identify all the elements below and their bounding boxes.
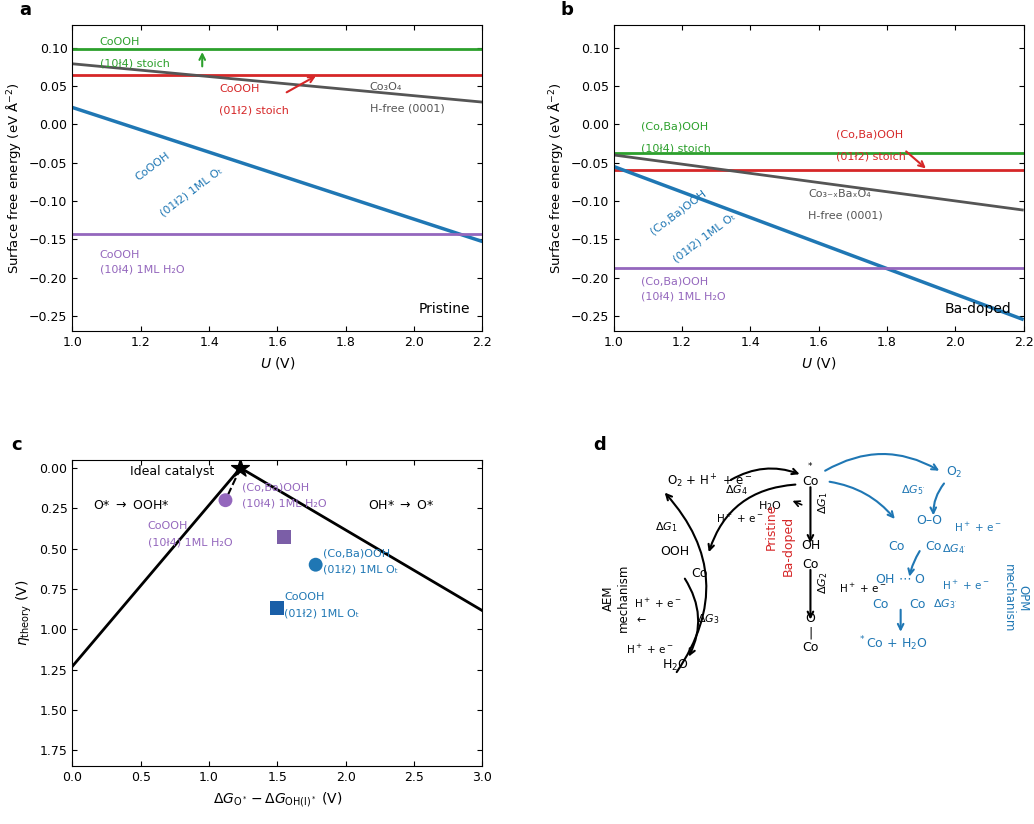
Text: CoOOH: CoOOH [219,84,260,94]
Text: Ba-doped: Ba-doped [782,516,794,576]
Text: $\Delta G_1$: $\Delta G_1$ [817,492,830,514]
Text: d: d [594,436,606,454]
Text: H$^+$ + e$^-$: H$^+$ + e$^-$ [954,521,1002,534]
Text: (01ł2) 1ML Oₜ: (01ł2) 1ML Oₜ [158,165,223,218]
Text: O–O: O–O [916,514,942,527]
Y-axis label: Surface free energy (eV Å$^{-2}$): Surface free energy (eV Å$^{-2}$) [546,82,565,274]
X-axis label: $U$ (V): $U$ (V) [260,354,296,371]
Text: b: b [560,1,573,19]
Text: (Co,Ba)OOH: (Co,Ba)OOH [323,549,390,559]
X-axis label: $U$ (V): $U$ (V) [800,354,837,371]
Point [217,494,234,507]
Text: Co: Co [909,597,925,611]
Text: CoOOH: CoOOH [99,250,140,260]
Text: $\Delta G_1$: $\Delta G_1$ [655,521,677,534]
Text: Co: Co [692,567,708,580]
Text: H-free (0001): H-free (0001) [370,104,445,114]
Text: Ba-doped: Ba-doped [945,302,1011,316]
Text: (Co,Ba)OOH: (Co,Ba)OOH [647,188,707,236]
Point [233,461,249,475]
Text: Co: Co [888,540,905,553]
Text: (10ł4) 1ML H₂O: (10ł4) 1ML H₂O [641,292,726,302]
Text: O$_2$ + H$^+$ + e$^-$: O$_2$ + H$^+$ + e$^-$ [667,473,753,490]
Text: (10ł4) 1ML H₂O: (10ł4) 1ML H₂O [148,537,233,547]
Text: CoOOH: CoOOH [148,521,188,531]
Text: Co: Co [872,597,888,611]
Text: Co: Co [802,558,819,571]
Text: H$_2$O: H$_2$O [662,658,689,672]
Text: $^*$Co + H$_2$O: $^*$Co + H$_2$O [857,634,927,653]
Y-axis label: $\eta_{\mathrm{theory}}$ (V): $\eta_{\mathrm{theory}}$ (V) [14,580,34,646]
Text: a: a [19,1,31,19]
Text: (Co,Ba)OOH: (Co,Ba)OOH [641,122,708,132]
Point [276,531,293,544]
Text: Ideal catalyst: Ideal catalyst [130,465,214,478]
Text: O: O [805,612,816,625]
Text: |: | [809,626,813,639]
Text: $\Delta G_{5'}$: $\Delta G_{5'}$ [901,484,925,498]
Text: (01ł2) stoich: (01ł2) stoich [219,105,290,115]
Text: c: c [11,436,22,454]
Text: H$^+$ + e$^-$: H$^+$ + e$^-$ [626,644,673,657]
Text: H$^+$ + e$^-$: H$^+$ + e$^-$ [717,512,764,525]
Text: OPM
mechanism: OPM mechanism [1002,564,1030,632]
Text: CoOOH: CoOOH [133,150,172,183]
Text: H$_2$O: H$_2$O [758,499,782,513]
Text: OOH: OOH [661,545,690,558]
Text: (10ł4) 1ML H₂O: (10ł4) 1ML H₂O [242,499,327,508]
Point [307,558,324,571]
Text: CoOOH: CoOOH [99,37,140,47]
Text: (Co,Ba)OOH: (Co,Ba)OOH [641,276,708,287]
Text: (10ł4) 1ML H₂O: (10ł4) 1ML H₂O [99,265,184,275]
X-axis label: $\Delta G_{\mathrm{O}^*} - \Delta G_{\mathrm{OH(l)}^*}$ (V): $\Delta G_{\mathrm{O}^*} - \Delta G_{\ma… [213,789,342,808]
Text: Co: Co [802,475,819,488]
Text: (Co,Ba)OOH: (Co,Ba)OOH [242,482,309,492]
Text: $\Delta G_4$: $\Delta G_4$ [725,484,748,498]
Text: H$^+$ + e$^-$: H$^+$ + e$^-$ [840,582,887,595]
Point [269,602,285,615]
Text: OH: OH [800,539,820,552]
Text: AEM
mechanism: AEM mechanism [602,564,630,632]
Text: $\Delta G_{4'}$: $\Delta G_{4'}$ [942,542,966,555]
Text: $\leftarrow$: $\leftarrow$ [634,614,647,625]
Text: Co₃O₄: Co₃O₄ [370,82,402,92]
Text: (01ł2) 1ML Oₜ: (01ł2) 1ML Oₜ [323,564,397,574]
Text: (01ł2) stoich: (01ł2) stoich [835,151,906,162]
Text: (10ł4) stoich: (10ł4) stoich [641,143,710,153]
Text: (10ł4) stoich: (10ł4) stoich [99,59,170,68]
Text: OH $\cdots$ O: OH $\cdots$ O [875,573,926,586]
Text: $\Delta G_2$: $\Delta G_2$ [817,571,830,593]
Text: Co: Co [925,540,942,553]
Text: H$^+$ + e$^-$: H$^+$ + e$^-$ [634,597,681,611]
Y-axis label: Surface free energy (eV Å$^{-2}$): Surface free energy (eV Å$^{-2}$) [4,82,24,274]
Text: (01ł2) 1ML Oₜ: (01ł2) 1ML Oₜ [284,608,359,618]
Text: H-free (0001): H-free (0001) [809,211,883,221]
Text: $^*$: $^*$ [807,462,815,475]
Text: H$^+$ + e$^-$: H$^+$ + e$^-$ [942,579,990,592]
Text: Pristine: Pristine [419,302,470,316]
Text: (Co,Ba)OOH: (Co,Ba)OOH [835,129,903,139]
Text: O$_2$: O$_2$ [946,465,963,480]
Text: CoOOH: CoOOH [284,592,325,602]
Text: $\Delta G_3$: $\Delta G_3$ [697,612,720,626]
Text: Pristine: Pristine [765,504,778,550]
Text: O* $\rightarrow$ OOH*: O* $\rightarrow$ OOH* [93,499,170,513]
Text: (01ł2) 1ML Oₜ: (01ł2) 1ML Oₜ [672,211,737,265]
Text: Co: Co [802,641,819,653]
Text: $\Delta G_{3'}$: $\Delta G_{3'}$ [934,597,957,611]
Text: Co₃₋ₓBaₓO₄: Co₃₋ₓBaₓO₄ [809,190,871,199]
Text: OH* $\rightarrow$ O*: OH* $\rightarrow$ O* [368,499,434,513]
